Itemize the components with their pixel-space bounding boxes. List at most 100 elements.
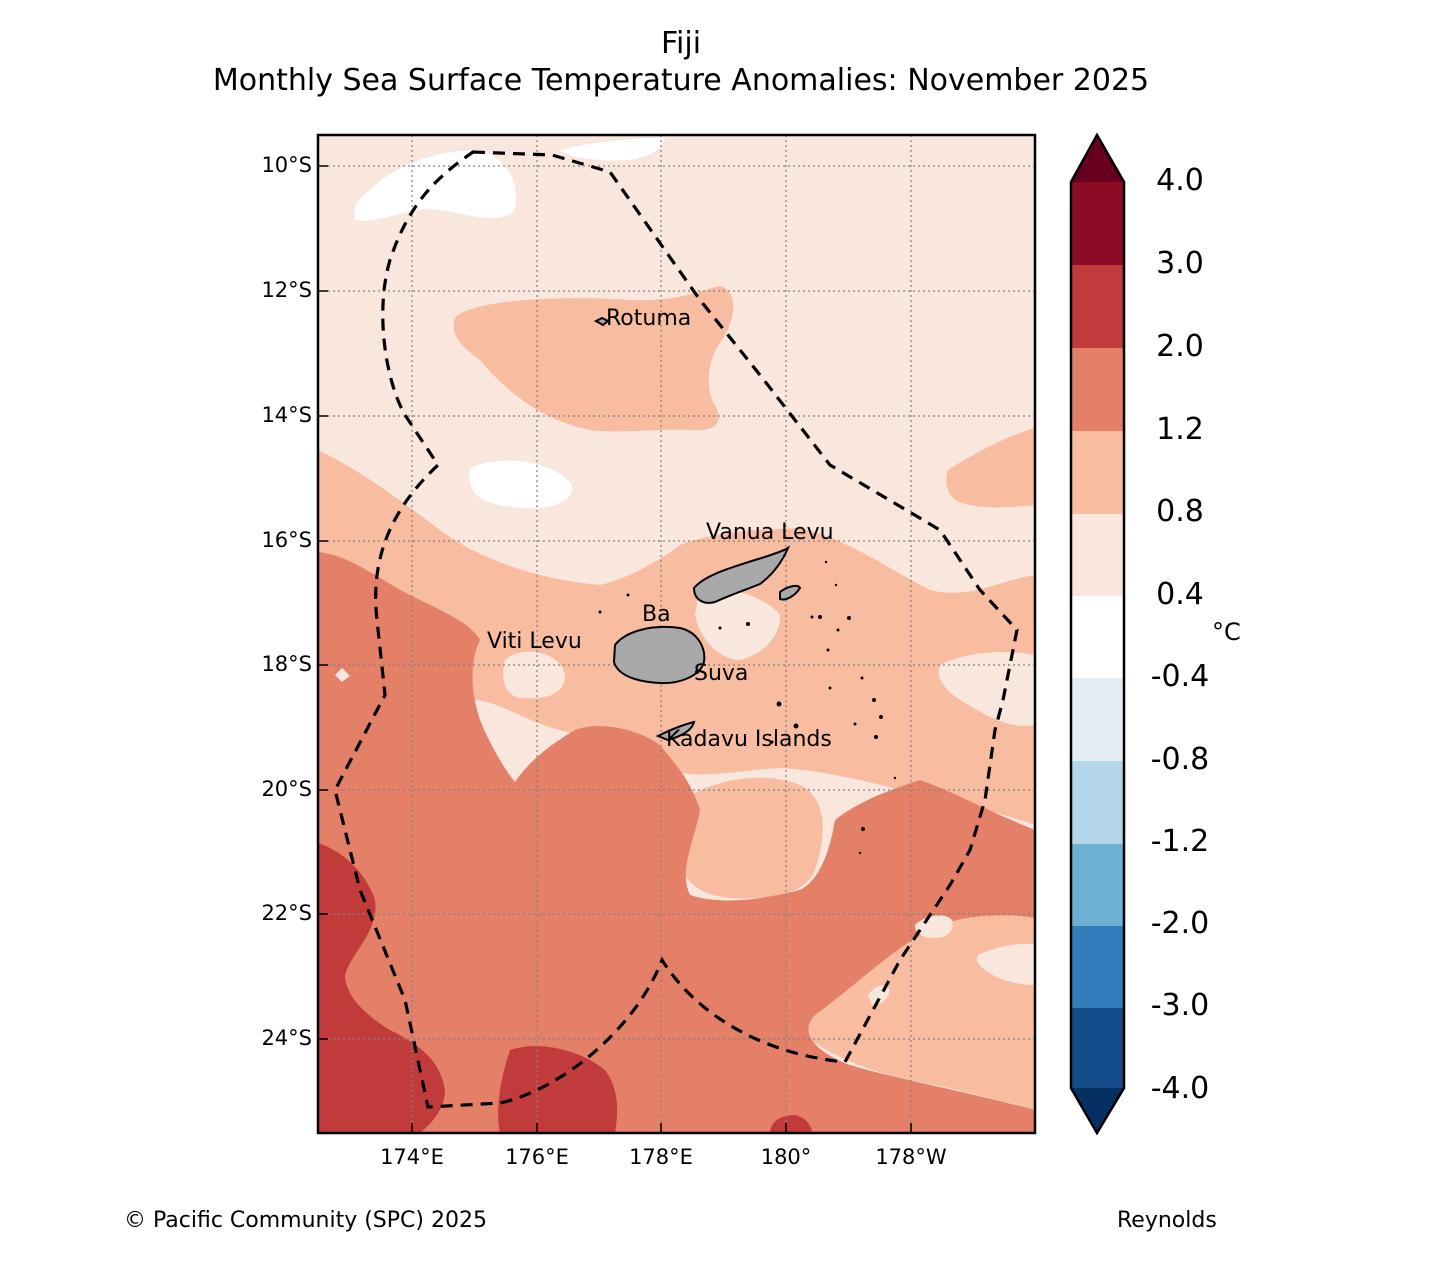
anomaly-patch-0.4-0.8 [938, 652, 1035, 726]
small-island [847, 616, 851, 620]
island-rotuma [593, 316, 610, 327]
anomaly-patch-0.4-0.8 [335, 668, 350, 682]
small-island [828, 686, 832, 690]
colorbar-segment [1071, 348, 1124, 431]
colorbar-tick-label: 0.8 [1156, 494, 1204, 529]
small-island [746, 622, 750, 626]
small-island [879, 715, 883, 719]
longitude-label: 174°E [380, 1145, 444, 1169]
island-vanua-levu [692, 545, 791, 604]
anomaly-patch-2.0-3.0 [498, 1046, 618, 1133]
small-island [818, 615, 822, 619]
small-island [872, 698, 876, 702]
axis-ticks [318, 165, 912, 1133]
map-title: Fiji [660, 26, 702, 61]
colorbar-segment [1071, 265, 1124, 348]
small-island [793, 723, 799, 729]
colorbar-tick-label: -2.0 [1150, 906, 1210, 941]
colorbar-segment [1071, 514, 1124, 596]
colorbar-segment [1071, 926, 1124, 1008]
small-island [861, 827, 865, 831]
place-label-suva: Suva [694, 661, 749, 686]
island-taveuni [779, 584, 802, 601]
small-island [626, 593, 630, 597]
small-island [874, 735, 878, 739]
anomaly-patch-neutral [355, 150, 517, 221]
data-source: Reynolds [1117, 1208, 1217, 1233]
colorbar-tick-label: -3.0 [1150, 988, 1210, 1023]
latitude-label: 18°S [261, 652, 312, 676]
anomaly-patch-2.0-3.0 [318, 843, 445, 1133]
small-island [826, 648, 830, 652]
anomaly-patch-0.8-1.2 [946, 428, 1035, 508]
place-label-rotuma: Rotuma [606, 306, 692, 331]
small-island [810, 615, 814, 619]
colorbar-extend-bottom [1071, 1088, 1124, 1133]
small-island [858, 851, 862, 855]
anomaly-patch-0.4-0.8 [976, 943, 1035, 985]
small-island [718, 626, 722, 630]
anomaly-patch-neutral [469, 460, 573, 509]
latitude-label: 12°S [261, 278, 312, 302]
place-label-ba: Ba [642, 602, 671, 627]
longitude-label: 176°E [505, 1145, 569, 1169]
map-subtitle: Monthly Sea Surface Temperature Anomalie… [212, 63, 1150, 98]
small-island [860, 676, 864, 680]
anomaly-patch-0.8-1.2 [799, 870, 1035, 1110]
place-label-vanua-levu: Vanua Levu [706, 520, 834, 545]
colorbar-tick-label: -0.8 [1150, 742, 1210, 777]
anomaly-patch-0.4-0.8 [695, 585, 780, 660]
anomaly-patch-0.4-0.8 [503, 651, 565, 699]
colorbar-segment [1071, 844, 1124, 926]
longitude-label: 178°W [875, 1145, 947, 1169]
latitude-label: 14°S [261, 403, 312, 427]
longitude-label: 180° [760, 1145, 812, 1169]
small-island [836, 628, 840, 632]
eez-boundary [333, 150, 1019, 1109]
colorbar-segment [1071, 182, 1124, 265]
island-viti-levu [612, 626, 706, 685]
small-island [695, 670, 699, 674]
small-island [598, 610, 602, 614]
colorbar-segment [1071, 678, 1124, 761]
colorbar [1069, 132, 1126, 1136]
anomaly-patch-1.2-2.0 [318, 552, 1035, 1133]
latitude-label: 24°S [261, 1026, 312, 1050]
small-island [824, 560, 828, 564]
colorbar-unit: °C [1212, 618, 1241, 646]
latitude-label: 16°S [261, 528, 312, 552]
colorbar-tick-label: 4.0 [1156, 163, 1204, 198]
latitude-label: 20°S [261, 777, 312, 801]
colorbar-segment [1071, 761, 1124, 844]
colorbar-tick-label: -0.4 [1150, 659, 1210, 694]
colorbar-tick-label: 1.2 [1156, 412, 1204, 447]
anomaly-patch-0.8-1.2 [453, 286, 734, 432]
colorbar-tick-label: -1.2 [1150, 824, 1210, 859]
colorbar-segment [1071, 1008, 1124, 1088]
place-label-viti-levu: Viti Levu [487, 629, 582, 654]
anomaly-patch-neutral [560, 138, 665, 161]
colorbar-tick-label: 2.0 [1156, 329, 1204, 364]
graticule [318, 135, 1035, 1133]
longitude-label: 178°E [629, 1145, 693, 1169]
latitude-label: 10°S [261, 153, 312, 177]
small-island [776, 701, 782, 707]
map-frame [316, 133, 1037, 1135]
small-island [834, 583, 838, 587]
colorbar-extend-top [1071, 135, 1124, 182]
colorbar-segment [1071, 431, 1124, 514]
small-island [893, 776, 897, 780]
anomaly-patch-2.0-3.0 [770, 1115, 812, 1133]
island-kadavu [655, 720, 696, 742]
colorbar-tick-label: 3.0 [1156, 246, 1204, 281]
small-island [853, 722, 857, 726]
anomaly-patch-0.8-1.2 [677, 777, 823, 899]
colorbar-segment [1071, 596, 1124, 678]
colorbar-tick-label: 0.4 [1156, 577, 1204, 612]
land [593, 316, 802, 742]
small-island [770, 740, 774, 744]
sst-anomaly-field [318, 135, 1035, 1133]
copyright-notice: © Pacific Community (SPC) 2025 [124, 1208, 487, 1233]
small-islands [598, 560, 897, 855]
